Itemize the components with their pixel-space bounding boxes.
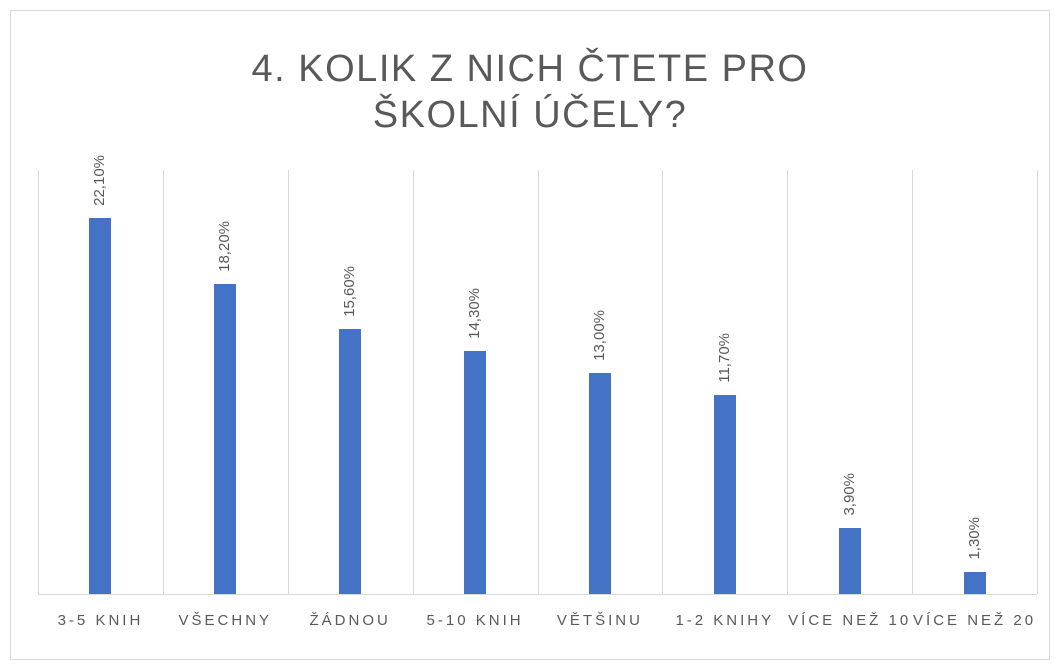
bar bbox=[89, 218, 112, 594]
x-tick-label: VÍCE NEŽ 20 bbox=[913, 612, 1037, 629]
value-label: 22,10% bbox=[91, 155, 109, 206]
value-label: 11,70% bbox=[715, 333, 733, 383]
x-tick-label: 5-10 KNIH bbox=[426, 612, 524, 629]
grid-line bbox=[537, 170, 539, 594]
value-label: 18,20% bbox=[216, 221, 234, 273]
x-tick-label: 1-2 KNIHY bbox=[675, 612, 775, 629]
bar bbox=[588, 372, 611, 594]
chart-title: 4. KOLIK Z NICH ČTETE PRO ŠKOLNÍ ÚČELY? bbox=[251, 48, 809, 136]
bar bbox=[339, 328, 362, 594]
grid-line bbox=[787, 170, 789, 594]
grid-line bbox=[1037, 170, 1038, 594]
grid-line bbox=[162, 170, 164, 594]
bar bbox=[214, 284, 237, 594]
x-tick-label: VĚTŠINU bbox=[556, 612, 643, 629]
grid-line bbox=[662, 170, 664, 594]
value-label: 13,00% bbox=[590, 309, 608, 361]
baseline bbox=[38, 594, 1037, 595]
value-label: 3,90% bbox=[840, 473, 858, 516]
bar bbox=[963, 571, 986, 594]
value-label: 15,60% bbox=[341, 265, 359, 317]
grid-line bbox=[912, 170, 914, 594]
bar bbox=[838, 527, 861, 594]
bar bbox=[713, 394, 736, 594]
x-tick-label: VÍCE NEŽ 10 bbox=[788, 612, 912, 629]
x-tick-label: VŠECHNY bbox=[178, 612, 273, 629]
grid-line bbox=[287, 170, 289, 594]
grid-line bbox=[38, 170, 39, 594]
bar bbox=[464, 350, 487, 594]
value-label: 1,30% bbox=[965, 517, 983, 560]
value-label: 14,30% bbox=[466, 287, 484, 339]
chart-frame bbox=[10, 10, 1050, 660]
x-tick-label: 3-5 KNIH bbox=[57, 612, 144, 629]
grid-line bbox=[412, 170, 414, 594]
x-tick-label: ŽÁDNOU bbox=[309, 612, 391, 629]
